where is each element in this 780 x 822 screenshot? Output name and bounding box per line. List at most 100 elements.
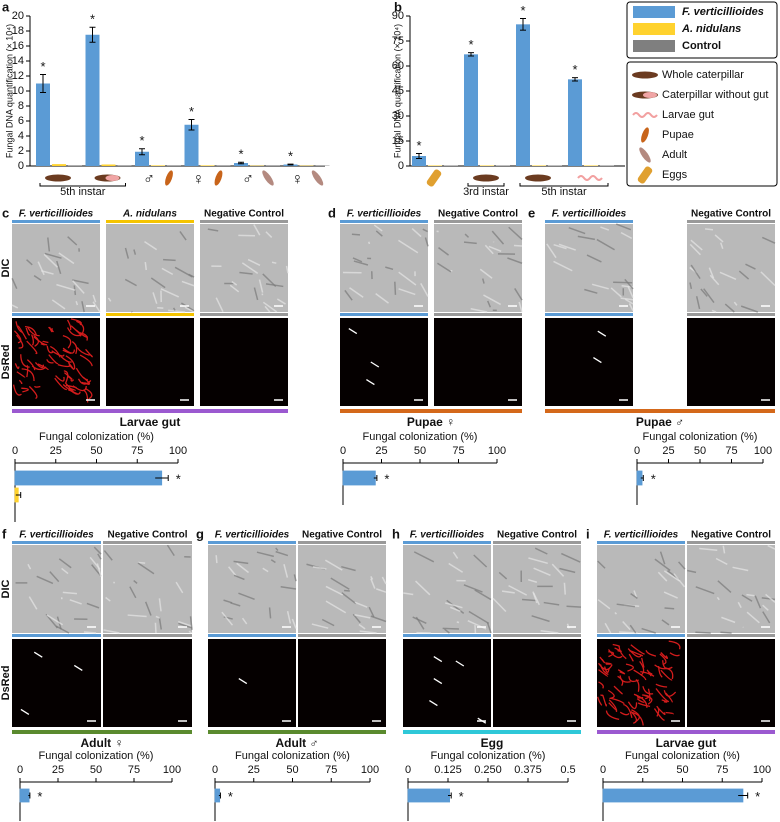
x-category-label: ♀	[193, 171, 205, 188]
dic-texture	[558, 243, 576, 251]
fungal-hypha	[24, 325, 37, 336]
arrow	[433, 656, 443, 663]
dic-image	[493, 545, 581, 633]
fungal-hypha	[613, 685, 623, 695]
row-rule	[103, 634, 192, 637]
dic-texture	[352, 257, 363, 263]
significance-star: *	[651, 471, 656, 486]
dic-texture	[738, 270, 750, 280]
dic-texture	[124, 278, 137, 287]
dic-texture	[629, 624, 637, 634]
dic-texture	[144, 240, 158, 251]
bar	[200, 165, 215, 166]
dic-texture	[604, 622, 612, 634]
fungal-hypha	[63, 370, 69, 384]
dic-texture	[741, 594, 753, 602]
dic-texture	[633, 590, 638, 598]
significance-star: *	[520, 3, 525, 18]
dic-texture	[733, 301, 738, 306]
fungal-hypha	[608, 699, 618, 713]
dic-texture	[534, 547, 548, 555]
dic-texture	[709, 274, 720, 286]
fungal-hypha	[26, 340, 38, 355]
dic-texture	[376, 588, 387, 593]
x-category-label: ♂	[143, 171, 155, 188]
dic-texture	[719, 242, 724, 249]
dsred-image	[687, 639, 775, 727]
panel-label: c	[2, 205, 9, 220]
dsred-image	[12, 639, 101, 727]
fungal-hypha	[48, 326, 54, 333]
dic-texture	[442, 627, 459, 630]
fungal-hypha	[81, 381, 90, 386]
panel-label: f	[2, 526, 7, 541]
dic-texture	[58, 558, 72, 569]
y-tick-label: 90	[392, 10, 404, 22]
dic-texture	[375, 230, 383, 237]
fungal-hypha	[655, 688, 670, 703]
fungal-hypha	[26, 326, 40, 337]
dic-texture	[215, 555, 218, 564]
dic-texture	[483, 294, 501, 306]
dsred-image	[545, 318, 633, 406]
fungal-hypha	[660, 669, 673, 681]
x-tick-label: 75	[725, 445, 737, 457]
dic-texture	[178, 622, 193, 629]
fungal-hypha	[637, 702, 651, 707]
x-tick-label: 25	[375, 445, 387, 457]
dic-texture	[230, 602, 241, 607]
y-tick-label: 0	[18, 160, 24, 172]
icon-legend-label: Eggs	[662, 169, 688, 181]
dic-texture	[689, 282, 693, 290]
dic-texture	[291, 618, 297, 629]
bar	[52, 164, 66, 166]
significance-star: *	[459, 789, 464, 804]
column-header: F. verticillioides	[19, 530, 94, 541]
bar	[19, 788, 30, 803]
bar	[14, 470, 163, 486]
fungal-hypha	[42, 340, 49, 344]
dic-texture	[695, 631, 711, 634]
y-tick-label: 2	[18, 145, 24, 157]
bar	[85, 34, 100, 166]
fungal-hypha	[669, 652, 680, 657]
fungal-hypha	[85, 388, 93, 400]
dsred-image	[200, 318, 288, 406]
dic-texture	[746, 593, 755, 597]
dic-texture	[456, 621, 460, 624]
fungal-hypha	[70, 379, 75, 382]
x-axis-title: Fungal colonization (%)	[363, 431, 478, 443]
fungal-hypha	[62, 334, 72, 349]
dic-texture	[262, 567, 269, 573]
dic-texture	[373, 224, 383, 232]
fungal-hypha	[619, 675, 631, 683]
dic-texture	[370, 615, 387, 623]
dic-texture	[166, 544, 175, 557]
dic-texture	[103, 550, 113, 561]
column-rule	[200, 220, 288, 223]
y-tick-label: 12	[12, 70, 24, 82]
column-header: F. verticillioides	[19, 209, 94, 220]
legend-swatch	[633, 23, 675, 35]
fungal-hypha	[64, 372, 73, 380]
dic-texture	[359, 630, 377, 634]
significance-star: *	[40, 59, 45, 74]
sample-label: Pupae ♂	[636, 415, 684, 429]
column-header: F. verticillioides	[215, 530, 290, 541]
fungal-hypha	[628, 653, 634, 662]
dic-texture	[133, 249, 137, 255]
caterpillar-icon	[473, 174, 499, 182]
dic-texture	[97, 553, 102, 560]
dic-texture	[528, 578, 538, 583]
dic-texture	[49, 571, 60, 583]
legend-label: Control	[682, 40, 721, 52]
dic-texture	[188, 273, 195, 278]
fungal-hypha	[629, 649, 644, 657]
fungal-hypha	[76, 320, 85, 335]
dic-texture	[41, 270, 54, 275]
dic-texture	[231, 280, 238, 286]
row-rule	[340, 313, 428, 316]
dic-texture	[354, 601, 368, 608]
row-rule	[493, 634, 581, 637]
y-tick-label: 75	[392, 35, 404, 47]
